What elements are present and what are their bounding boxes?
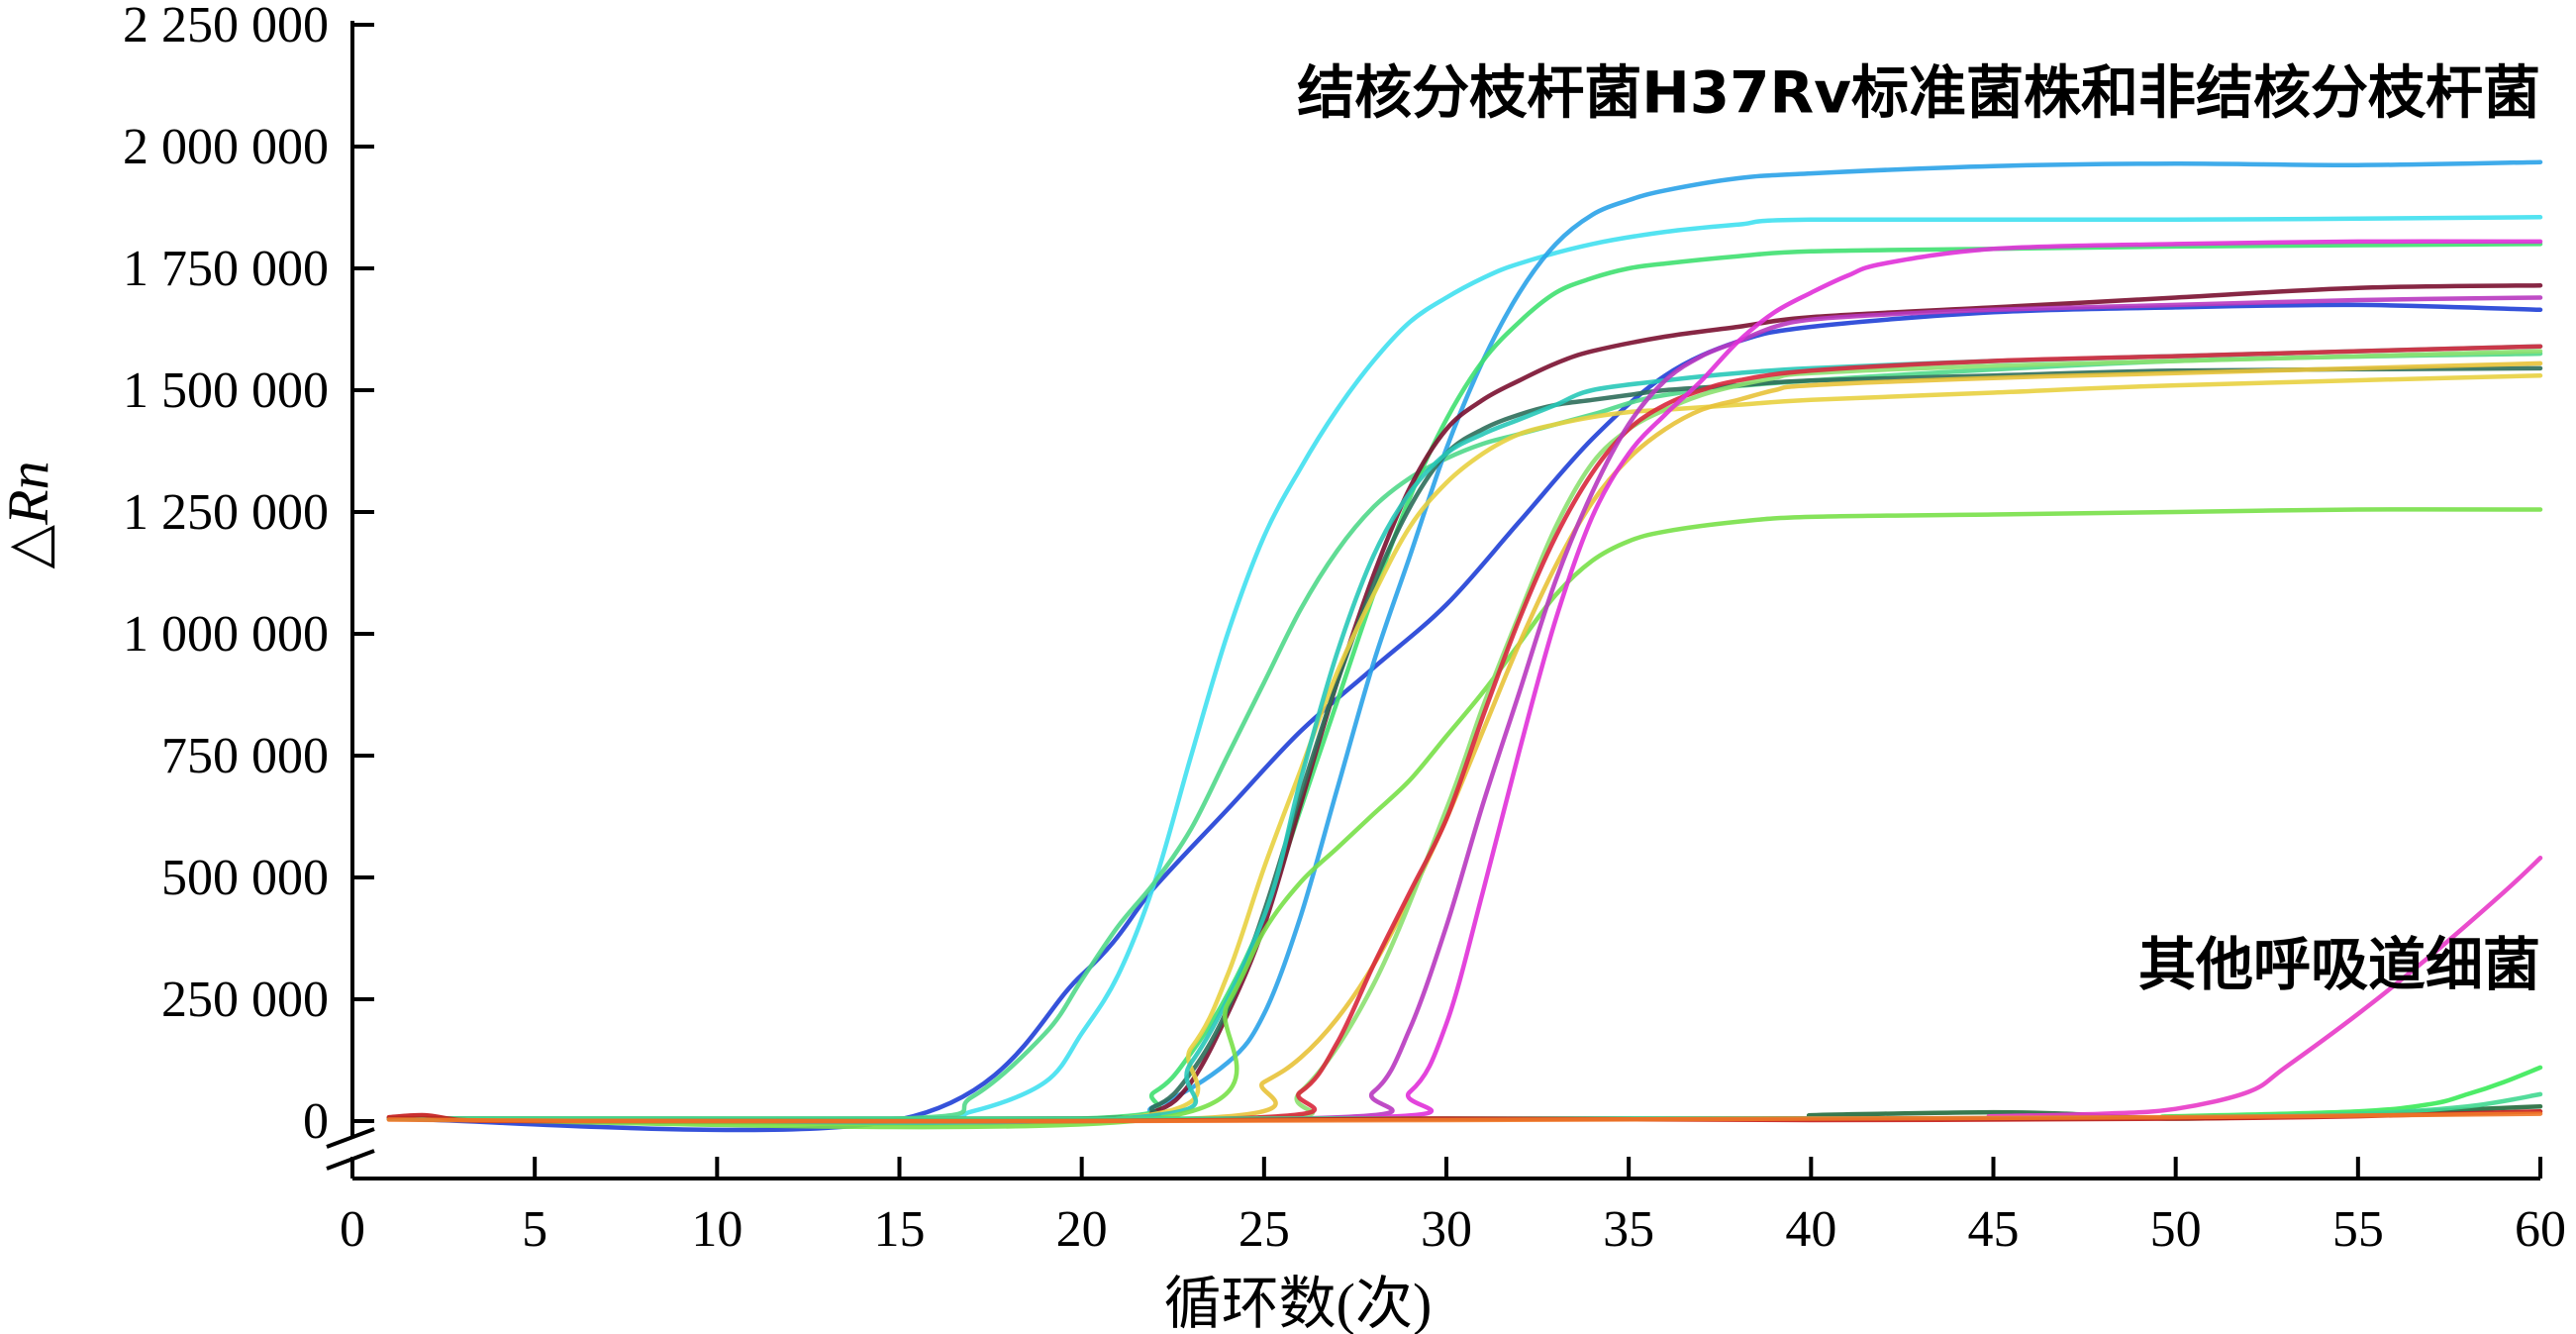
x-tick-label: 5: [522, 1201, 547, 1258]
axis-break-mark-upper: [326, 1127, 375, 1149]
x-tick-label: 35: [1603, 1201, 1654, 1258]
series-line-9: [386, 344, 2543, 1125]
y-tick-label: 1 500 000: [123, 362, 329, 419]
y-tick-label: 1 000 000: [123, 606, 329, 663]
x-tick-label: 15: [874, 1201, 926, 1258]
annotation-1: 结核分枝杆菌H37Rv标准菌株和非结核分枝杆菌: [1297, 59, 2540, 127]
x-tick-label: 45: [1968, 1201, 2020, 1258]
y-tick-label: 750 000: [161, 728, 329, 784]
y-tick-label: 2 000 000: [123, 119, 329, 175]
x-tick-label: 55: [2332, 1201, 2384, 1258]
series-line-7: [386, 365, 2543, 1122]
series-line-15: [386, 239, 2543, 1123]
y-axis-title: △Rn: [0, 461, 60, 568]
series-line-2: [386, 215, 2543, 1122]
series-line-5: [386, 242, 2543, 1123]
series-line-14: [386, 295, 2543, 1123]
series-layer: [386, 159, 2543, 1133]
series-line-18: [386, 1065, 2543, 1121]
axes-layer: [326, 21, 2542, 1180]
x-tick-label: 20: [1056, 1201, 1108, 1258]
series-line-8: [386, 372, 2543, 1127]
x-tick-label: 40: [1785, 1201, 1836, 1258]
x-tick-label: 30: [1421, 1201, 1472, 1258]
x-tick-label: 50: [2150, 1201, 2202, 1258]
x-tick-label: 10: [691, 1201, 743, 1258]
x-tick-label: 60: [2515, 1201, 2566, 1258]
x-tick-label: 25: [1238, 1201, 1290, 1258]
y-tick-label: 0: [303, 1093, 329, 1150]
y-tick-label: 1 250 000: [123, 484, 329, 541]
x-axis-title: 循环数(次): [1164, 1272, 1433, 1334]
series-line-10: [386, 507, 2543, 1130]
y-tick-label: 1 750 000: [123, 241, 329, 297]
y-tick-label: 250 000: [161, 972, 329, 1028]
series-line-13: [386, 344, 2543, 1123]
annotation-2: 其他呼吸道细菌: [2138, 931, 2540, 998]
series-line-11: [386, 360, 2543, 1124]
y-tick-label: 500 000: [161, 850, 329, 906]
series-line-21: [386, 1111, 2543, 1124]
x-tick-label: 0: [340, 1201, 365, 1258]
y-tick-label: 2 250 000: [123, 0, 329, 53]
